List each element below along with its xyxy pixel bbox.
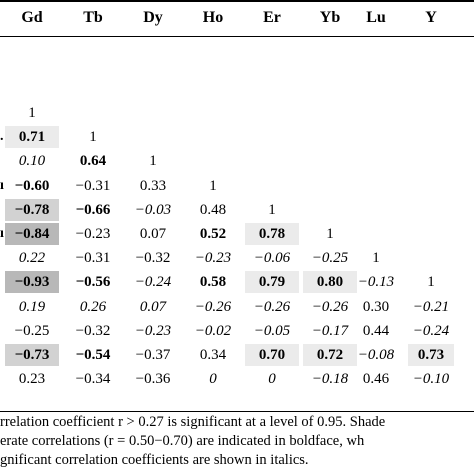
table-cell: −0.25 [14, 322, 50, 339]
table-rule [0, 36, 474, 37]
column-header-yb: Yb [319, 9, 341, 26]
table-rule [0, 0, 474, 2]
table-cell: −0.21 [412, 298, 450, 315]
table-cell: −0.60 [14, 177, 50, 194]
table-cell: −0.93 [5, 271, 59, 294]
column-header-er: Er [263, 9, 281, 26]
table-cell: 0.48 [199, 201, 227, 218]
table-cell: 0.70 [245, 344, 299, 366]
table-cell: 0.34 [199, 347, 227, 363]
column-header-lu: Lu [366, 9, 386, 26]
table-cell: 1 [268, 201, 276, 218]
column-header-dy: Dy [143, 9, 163, 26]
table-cell: −0.78 [5, 198, 59, 221]
row-label-fragment: ı [0, 177, 4, 193]
table-cell: 1 [28, 105, 36, 121]
table-cell: −0.54 [75, 347, 111, 363]
footnote-line: erate correlations (r = 0.50−0.70) are i… [0, 433, 365, 449]
table-cell: −0.32 [75, 322, 111, 339]
table-cell: 1 [209, 177, 217, 194]
table-cell: 0.72 [303, 344, 357, 366]
table-cell: −0.06 [253, 250, 291, 267]
table-cell: −0.73 [5, 344, 59, 366]
table-cell: 0.07 [139, 298, 167, 315]
table-cell: −0.31 [75, 250, 111, 267]
footnote-line: gnificant correlation coefficients are s… [0, 452, 309, 468]
table-cell: −0.23 [134, 322, 172, 339]
table-cell: 0.19 [18, 298, 46, 315]
table-cell: −0.84 [5, 223, 59, 245]
table-cell: 0.73 [408, 344, 454, 366]
column-header-ho: Ho [202, 9, 224, 26]
table-cell: 0.52 [199, 226, 227, 242]
table-cell: −0.34 [75, 371, 111, 388]
column-header-tb: Tb [83, 9, 103, 26]
table-cell: 0.22 [18, 250, 46, 267]
table-cell: −0.36 [135, 371, 171, 388]
table-cell: −0.25 [311, 250, 349, 267]
table-cell: 0.46 [362, 371, 390, 388]
table-cell: 0.26 [79, 298, 107, 315]
table-cell: 1 [89, 129, 97, 146]
row-label-fragment: . [0, 129, 4, 145]
table-cell: 0.10 [18, 153, 46, 170]
footnote-line: rrelation coefficient r > 0.27 is signif… [0, 414, 386, 430]
table-cell: −0.03 [134, 201, 172, 218]
table-cell: 1 [326, 226, 334, 242]
table-cell: −0.31 [75, 177, 111, 194]
table-cell: −0.24 [134, 274, 172, 291]
table-cell: 0.23 [18, 371, 46, 388]
table-cell: −0.05 [253, 322, 291, 339]
table-cell: −0.23 [194, 250, 232, 267]
table-cell: −0.10 [412, 371, 450, 388]
table-cell: 0.07 [139, 226, 167, 242]
table-cell: −0.37 [135, 347, 171, 363]
table-cell: 0.78 [245, 223, 299, 245]
table-cell: −0.08 [357, 347, 395, 363]
table-cell: 0.44 [362, 322, 390, 339]
table-cell: 0 [209, 371, 217, 388]
table-cell: −0.26 [311, 298, 349, 315]
table-cell: 0.30 [362, 298, 390, 315]
table-cell: −0.02 [194, 322, 232, 339]
table-cell: −0.32 [135, 250, 171, 267]
table-cell: 0.80 [303, 271, 357, 294]
table-cell: −0.66 [75, 201, 111, 218]
table-cell: 0.71 [5, 126, 59, 149]
table-rule [0, 411, 474, 412]
table-cell: 1 [372, 250, 380, 267]
table-cell: −0.56 [75, 274, 111, 291]
table-cell: −0.23 [75, 226, 111, 242]
table-cell: 0.64 [79, 153, 107, 170]
table-cell: −0.24 [412, 322, 450, 339]
table-cell: −0.13 [357, 274, 395, 291]
table-cell: −0.18 [311, 371, 349, 388]
table-cell: −0.26 [253, 298, 291, 315]
table-cell: 1 [427, 274, 435, 291]
table-cell: 0.58 [199, 274, 227, 291]
table-cell: 1 [149, 153, 157, 170]
table-cell: 0.79 [245, 271, 299, 294]
column-header-gd: Gd [21, 9, 43, 26]
table-cell: −0.26 [194, 298, 232, 315]
table-cell: −0.17 [311, 322, 349, 339]
table-cell: 0 [268, 371, 276, 388]
column-header-y: Y [425, 9, 437, 26]
row-label-fragment: ı [0, 226, 4, 241]
table-cell: 0.33 [139, 177, 167, 194]
